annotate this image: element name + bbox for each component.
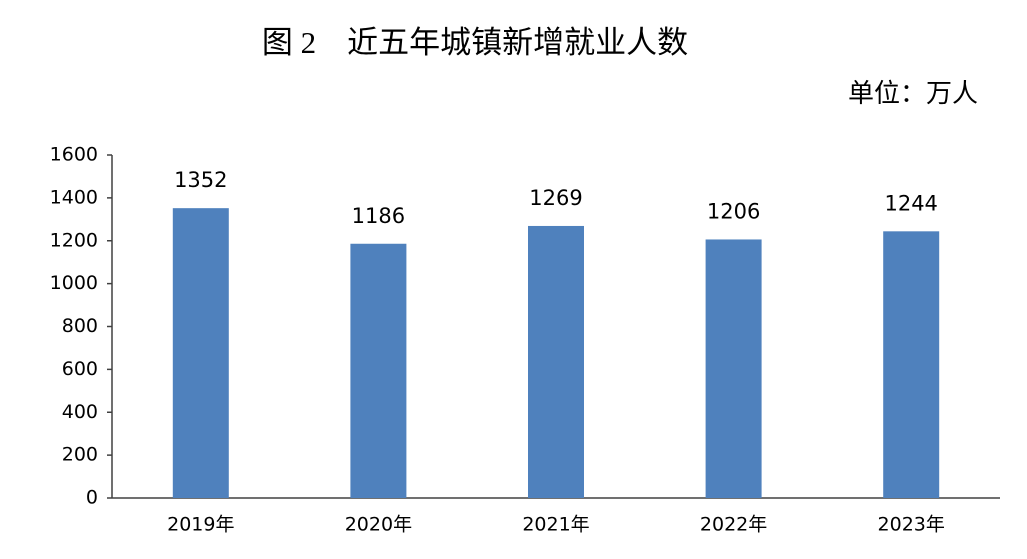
data-label: 1186 xyxy=(352,204,405,228)
bar xyxy=(350,243,407,498)
x-tick-label: 2021年 xyxy=(522,514,589,536)
bar xyxy=(528,225,584,498)
x-tick-label: 2022年 xyxy=(700,514,767,536)
bar xyxy=(883,231,940,498)
y-tick-label: 1000 xyxy=(50,272,98,294)
data-label: 1206 xyxy=(707,199,760,223)
data-label: 1352 xyxy=(174,168,227,192)
y-tick-label: 0 xyxy=(86,487,98,509)
y-tick-label: 400 xyxy=(62,401,98,423)
x-tick-label: 2019年 xyxy=(167,514,234,536)
chart-title: 图 2 近五年城镇新增就业人数 xyxy=(262,25,688,60)
chart-subtitle: 单位：万人 xyxy=(848,79,978,108)
data-label: 1269 xyxy=(529,186,582,210)
x-tick-label: 2023年 xyxy=(878,514,945,536)
y-tick-label: 1200 xyxy=(50,229,98,251)
y-tick-label: 1400 xyxy=(50,186,98,208)
y-tick-label: 1600 xyxy=(50,144,98,166)
bar xyxy=(172,208,229,499)
y-tick-label: 800 xyxy=(62,315,98,337)
y-tick-label: 600 xyxy=(62,358,98,380)
y-tick-label: 200 xyxy=(62,444,98,466)
x-tick-label: 2020年 xyxy=(345,514,412,536)
data-label: 1244 xyxy=(884,191,937,215)
bar xyxy=(705,239,762,498)
